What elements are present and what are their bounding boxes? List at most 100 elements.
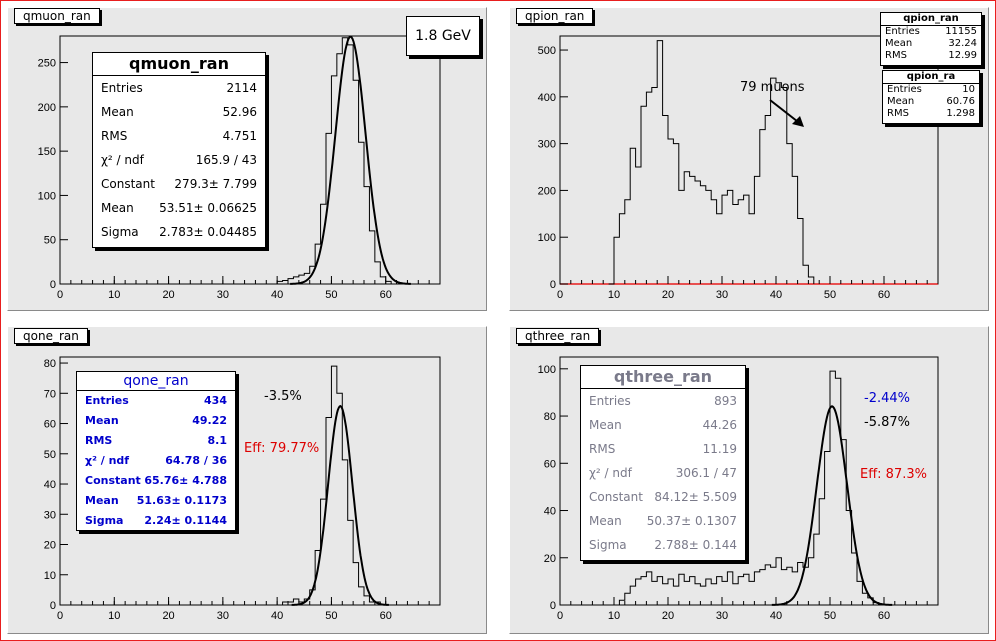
pad-qmuon[interactable]: 0 10 20 30 40 50 60 0 50 100 150 200 250 qmuon_ran 1… [7,7,487,311]
x-tick-label: 10 [108,610,120,622]
y-tick-label: 30 [44,509,56,521]
y-tick-label: 100 [538,232,556,244]
stats-row: Entries 2114 [101,81,257,95]
y-tick-label: 100 [38,190,56,202]
stats-row: χ² / ndf 64.78 / 36 [85,454,227,467]
y-tick-label: 0 [50,279,56,291]
stats-title: qmuon_ran [93,53,265,76]
stats-box: qone_ran Entries 434 Mean 49.22 RMS 8.1 χ² … [76,371,236,531]
x-tick-label: 40 [271,289,283,301]
y-tick-label: 70 [44,388,56,400]
stats-row: RMS 1.298 [887,108,975,119]
stats-box-overlay: qpion_ra Entries 10 Mean 60.76 RMS 1.298 [882,70,980,124]
y-tick-label: 0 [50,600,56,612]
stats-box-main: qpion_ran Entries 11155 Mean 32.24 RMS 12.9… [880,12,982,66]
y-tick-label: 100 [538,364,556,376]
x-tick-label: 10 [108,289,120,301]
stats-row: Constant 279.3± 7.799 [101,177,257,191]
stats-row: Mean 53.51± 0.06625 [101,201,257,215]
x-tick-label: 0 [557,610,563,622]
x-tick-label: 40 [271,610,283,622]
histogram-qthree: 0 10 20 30 40 50 60 0 20 40 60 80 100 [538,356,939,622]
x-tick-label: 50 [325,289,337,301]
histogram-qmuon: 0 10 20 30 40 50 60 0 50 100 150 200 250 [38,35,441,301]
plot-frame [559,356,939,606]
y-tick-label: 400 [538,92,556,104]
shift-note: -3.5% [264,389,302,404]
y-tick-label: 0 [550,279,556,291]
stats-box: qthree_ran Entries 893 Mean 44.26 RMS 11.19… [580,365,746,561]
x-tick-label: 40 [770,289,782,301]
stats-title: qpion_ran [881,13,981,26]
y-tick-label: 200 [38,102,56,114]
pad-title: qpion_ran [516,8,594,24]
pad-qone[interactable]: 0 10 20 30 40 50 60 0 10 20 30 40 50 60 70 80 qone_ran … [7,326,487,634]
muons-annotation: 79 muons [740,80,805,95]
y-tick-label: 10 [44,570,56,582]
pad-title: qone_ran [14,328,88,344]
stats-row: RMS 4.751 [101,129,257,143]
shift-note: -5.87% [864,415,910,430]
y-tick-label: 0 [550,600,556,612]
x-tick-label: 50 [824,610,836,622]
stats-title: qthree_ran [581,366,745,389]
efficiency-note: Eff: 79.77% [244,441,320,456]
y-tick-label: 60 [44,419,56,431]
x-tick-label: 40 [770,610,782,622]
stats-row: χ² / ndf 306.1 / 47 [589,466,737,480]
stats-row: Sigma 2.24± 0.1144 [85,514,227,527]
x-tick-label: 50 [325,610,337,622]
x-tick-label: 0 [557,289,563,301]
y-tick-label: 20 [544,553,556,565]
stats-row: Entries 10 [887,84,975,95]
gaussian-fit-curve [290,35,411,285]
stats-row: χ² / ndf 165.9 / 43 [101,153,257,167]
stats-row: Mean 51.63± 0.1173 [85,494,227,507]
x-tick-label: 10 [608,610,620,622]
x-tick-label: 20 [162,610,174,622]
pad-title: qthree_ran [516,328,600,344]
stats-row: RMS 8.1 [85,434,227,447]
stats-row: Mean 52.96 [101,105,257,119]
pad-qpion[interactable]: 0 10 20 30 40 50 60 0 100 200 300 400 500 qpion_ran … [509,7,989,311]
energy-label: 1.8 GeV [406,16,480,56]
x-tick-label: 30 [716,610,728,622]
histogram-bins [614,370,880,606]
y-tick-label: 250 [38,58,56,70]
efficiency-note: Eff: 87.3% [860,467,927,482]
y-tick-label: 20 [44,540,56,552]
y-tick-label: 200 [538,185,556,197]
y-tick-label: 40 [44,479,56,491]
histogram-qone: 0 10 20 30 40 50 60 0 10 20 30 40 50 60 70 80 [44,356,441,622]
stats-row: Mean 50.37± 0.1307 [589,514,737,528]
x-tick-label: 30 [217,610,229,622]
plot-frame [59,356,441,606]
stats-row: Mean 49.22 [85,414,227,427]
stats-row: Sigma 2.788± 0.144 [589,538,737,552]
x-tick-label: 0 [57,610,63,622]
stats-title: qpion_ra [883,71,979,84]
y-tick-label: 50 [44,235,56,247]
gaussian-fit-curve [291,404,389,606]
stats-row: Mean 32.24 [885,38,977,49]
x-tick-label: 60 [878,610,890,622]
x-tick-label: 30 [716,289,728,301]
x-tick-label: 0 [57,289,63,301]
y-tick-label: 80 [544,411,556,423]
x-tick-label: 10 [608,289,620,301]
stats-row: Mean 44.26 [589,418,737,432]
stats-row: Sigma 2.783± 0.04485 [101,225,257,239]
pad-qthree[interactable]: 0 10 20 30 40 50 60 0 20 40 60 80 100 qthree_ran qth… [509,326,989,634]
x-tick-label: 50 [824,289,836,301]
y-tick-label: 150 [38,146,56,158]
x-tick-label: 60 [878,289,890,301]
stats-box: qmuon_ran Entries 2114 Mean 52.96 RMS 4.751… [92,52,266,248]
histogram-bins [608,40,815,285]
x-tick-label: 30 [217,289,229,301]
x-tick-label: 20 [662,610,674,622]
y-tick-label: 40 [544,506,556,518]
stats-row: RMS 12.99 [885,50,977,61]
plot-frame [59,35,441,285]
y-tick-label: 300 [538,139,556,151]
histogram-bins [277,365,381,606]
